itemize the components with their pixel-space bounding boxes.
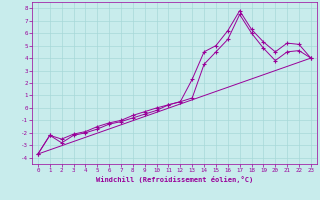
X-axis label: Windchill (Refroidissement éolien,°C): Windchill (Refroidissement éolien,°C) xyxy=(96,176,253,183)
